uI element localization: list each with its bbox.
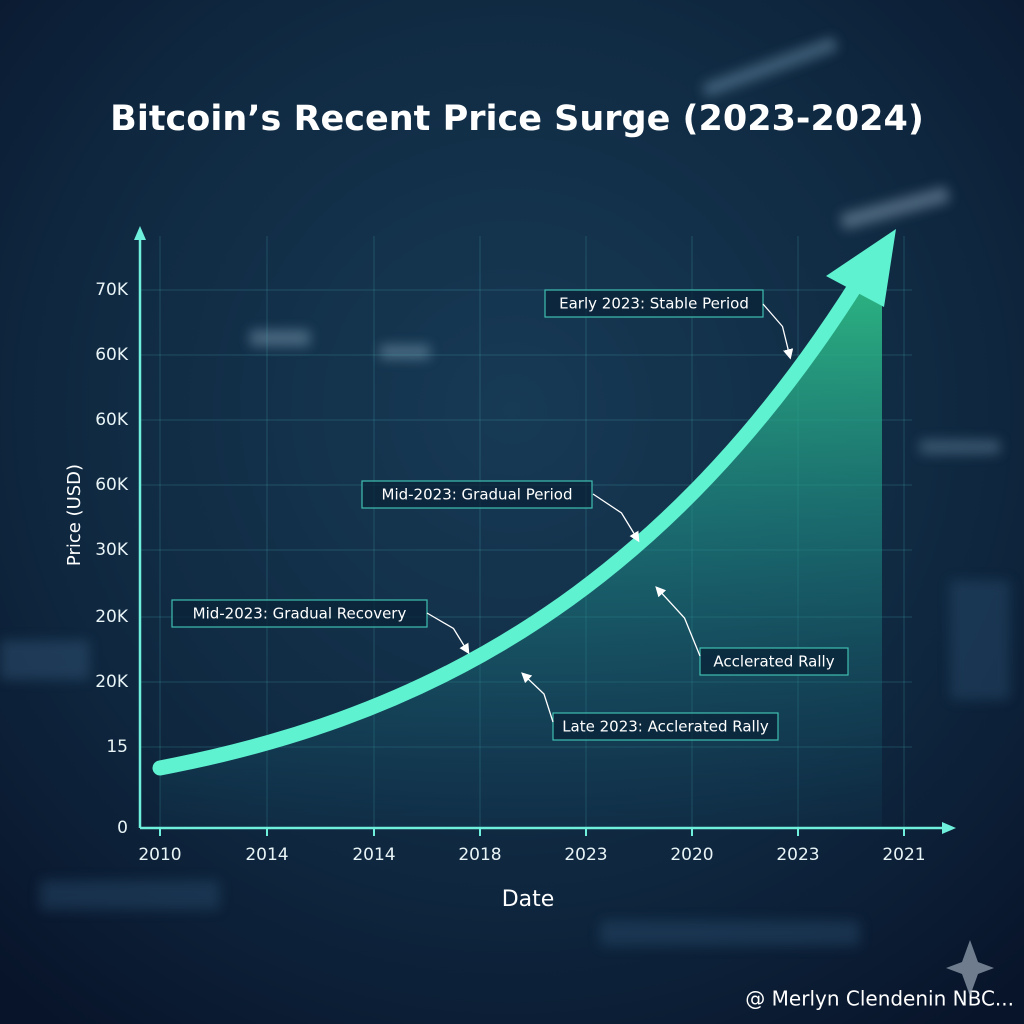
x-axis-arrow xyxy=(942,822,956,834)
annotation-arrow xyxy=(655,586,701,657)
x-axis-title: Date xyxy=(502,887,555,912)
x-tick-label: 2018 xyxy=(458,845,501,865)
annotation-box xyxy=(171,599,428,628)
x-tick-label: 2021 xyxy=(882,845,925,865)
trend-curve xyxy=(152,274,866,776)
annotation-text: Early 2023: Stable Period xyxy=(559,295,749,313)
x-tick-label: 2020 xyxy=(670,845,713,865)
background-decor xyxy=(0,36,1010,946)
annotation-box xyxy=(361,480,593,509)
annotation-arrow xyxy=(521,672,554,723)
watermark-icon xyxy=(946,940,994,996)
x-tick-label: 2014 xyxy=(245,845,288,865)
chart-title: Bitcoin’s Recent Price Surge (2023-2024) xyxy=(110,99,924,139)
y-axis-arrow xyxy=(134,226,146,240)
x-tick-label: 2014 xyxy=(352,845,395,865)
annotation-box xyxy=(544,289,764,318)
y-tick-label: 60K xyxy=(95,345,129,365)
y-tick-label: 60K xyxy=(95,410,129,430)
y-tick-label: 30K xyxy=(95,540,129,560)
x-tick-label: 2010 xyxy=(138,845,181,865)
area-fill xyxy=(160,275,882,828)
annotation-text: Late 2023: Acclerated Rally xyxy=(562,718,769,736)
annotations: Early 2023: Stable Period Mid-2023: Gradu… xyxy=(171,289,849,741)
trend-arrowhead xyxy=(826,229,896,307)
x-tick-label: 2023 xyxy=(776,845,819,865)
annotation-arrow xyxy=(426,612,470,655)
y-tick-label: 20K xyxy=(95,672,129,692)
annotation-text: Mid-2023: Gradual Recovery xyxy=(193,605,407,623)
y-tick-label: 15 xyxy=(106,737,128,757)
annotation-text: Acclerated Rally xyxy=(713,653,834,671)
y-axis-title: Price (USD) xyxy=(64,464,85,566)
watermark: @ Merlyn Clendenin NBC... xyxy=(745,987,1014,1011)
y-tick-label: 20K xyxy=(95,607,129,627)
annotation-arrow xyxy=(762,303,794,360)
x-tick-label: 2023 xyxy=(564,845,607,865)
annotation-box xyxy=(552,712,779,741)
y-tick-label: 0 xyxy=(117,818,128,838)
y-tick-label: 70K xyxy=(95,280,129,300)
annotation-box xyxy=(699,647,849,676)
annotation-arrow xyxy=(592,493,640,543)
y-tick-label: 60K xyxy=(95,475,129,495)
annotation-text: Mid-2023: Gradual Period xyxy=(382,486,573,504)
